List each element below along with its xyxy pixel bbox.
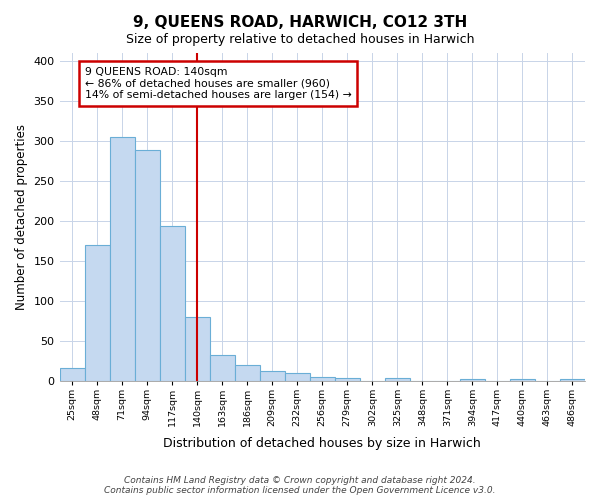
Bar xyxy=(134,150,160,380)
Bar xyxy=(335,378,360,380)
Bar xyxy=(310,376,335,380)
Bar xyxy=(260,371,285,380)
Bar xyxy=(185,318,209,380)
Text: 9, QUEENS ROAD, HARWICH, CO12 3TH: 9, QUEENS ROAD, HARWICH, CO12 3TH xyxy=(133,15,467,30)
Text: 9 QUEENS ROAD: 140sqm
← 86% of detached houses are smaller (960)
14% of semi-det: 9 QUEENS ROAD: 140sqm ← 86% of detached … xyxy=(85,67,352,100)
Bar xyxy=(160,226,185,380)
X-axis label: Distribution of detached houses by size in Harwich: Distribution of detached houses by size … xyxy=(163,437,481,450)
Bar xyxy=(510,379,535,380)
Bar xyxy=(560,379,585,380)
Bar xyxy=(59,368,85,380)
Bar xyxy=(85,246,110,380)
Bar xyxy=(110,136,134,380)
Bar xyxy=(235,366,260,380)
Bar xyxy=(285,374,310,380)
Text: Size of property relative to detached houses in Harwich: Size of property relative to detached ho… xyxy=(126,32,474,46)
Bar xyxy=(209,355,235,380)
Text: Contains HM Land Registry data © Crown copyright and database right 2024.
Contai: Contains HM Land Registry data © Crown c… xyxy=(104,476,496,495)
Bar xyxy=(385,378,410,380)
Bar xyxy=(460,379,485,380)
Y-axis label: Number of detached properties: Number of detached properties xyxy=(15,124,28,310)
